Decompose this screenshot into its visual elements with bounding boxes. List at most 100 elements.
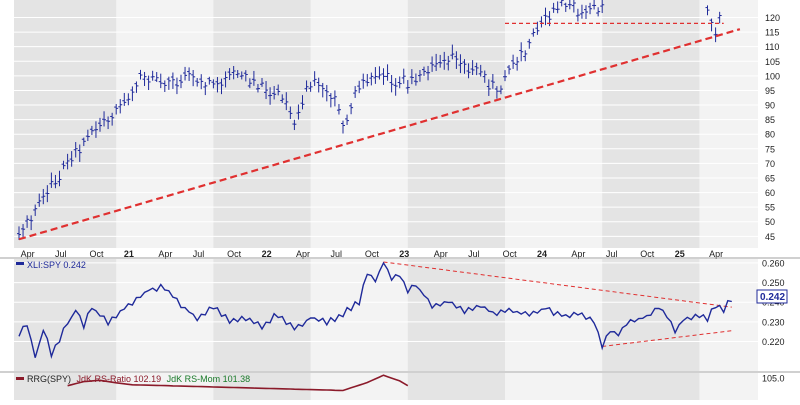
ohlc-bar	[361, 73, 366, 89]
ohlc-bar	[203, 82, 208, 96]
ohlc-bar	[81, 137, 86, 147]
ohlc-bar	[709, 18, 714, 32]
ohlc-bar	[324, 84, 329, 102]
price-y-tick-label: 55	[765, 203, 775, 213]
ohlc-bar	[288, 106, 293, 120]
price-ohlc-bars	[17, 0, 722, 240]
ohlc-bar	[264, 81, 269, 100]
ohlc-bar	[401, 68, 406, 84]
price-y-tick-label: 120	[765, 13, 780, 23]
ohlc-bar	[438, 54, 443, 68]
ohlc-bar	[243, 70, 248, 82]
year-band-1	[213, 373, 311, 400]
ohlc-bar	[405, 80, 410, 94]
year-band-0	[14, 259, 117, 371]
ohlc-bar	[320, 82, 325, 98]
ohlc-bar	[300, 95, 305, 110]
x-tick-label: Jul	[193, 249, 205, 259]
ohlc-bar	[260, 78, 264, 87]
rs-legend-swatch	[16, 262, 24, 265]
ohlc-bar	[223, 71, 228, 88]
x-tick-label: Jul	[55, 249, 67, 259]
ohlc-bar	[292, 119, 297, 131]
ohlc-bar	[596, 7, 601, 17]
rs-y-tick-label: 0.250	[762, 278, 785, 288]
x-tick-label: 22	[262, 249, 272, 259]
ohlc-bar	[466, 63, 471, 79]
ohlc-bar	[377, 66, 382, 80]
x-tick-label: Jul	[330, 249, 342, 259]
ohlc-bar	[332, 90, 337, 107]
rrg-series-line	[67, 374, 409, 392]
ohlc-bar	[567, 0, 572, 10]
ohlc-bar	[474, 62, 479, 76]
year-band-2	[407, 373, 505, 400]
ohlc-bar	[462, 59, 467, 74]
ohlc-bar	[316, 77, 321, 93]
ohlc-bar	[162, 80, 167, 93]
ohlc-bar	[276, 84, 281, 96]
ohlc-bar	[304, 80, 309, 92]
x-tick-label: 25	[675, 249, 685, 259]
ohlc-bar	[235, 70, 240, 78]
rrg-legend-mom: JdK RS-Mom 101.38	[167, 374, 251, 384]
rrg-legend: RRG(SPY) JdK RS-Ratio 102.19 JdK RS-Mom …	[27, 374, 250, 384]
year-band-3	[602, 0, 700, 248]
x-tick-label: 23	[399, 249, 409, 259]
ohlc-bar	[413, 73, 418, 86]
rs-y-tick-label: 0.230	[762, 317, 785, 327]
ohlc-bar	[373, 67, 378, 84]
ohlc-bar	[65, 153, 70, 170]
ohlc-bar	[138, 69, 143, 80]
x-tick-label: Apr	[158, 249, 172, 259]
ohlc-bar	[422, 66, 426, 76]
x-tick-label: Apr	[21, 249, 35, 259]
ohlc-bar	[434, 53, 439, 71]
ohlc-bar	[61, 160, 66, 170]
price-trendline-0	[18, 28, 741, 241]
ohlc-bar	[251, 70, 256, 86]
ohlc-bar	[503, 70, 507, 82]
ohlc-bar	[284, 92, 289, 111]
price-y-tick-label: 60	[765, 188, 775, 198]
rs-trendline-0	[383, 261, 732, 308]
ohlc-bar	[195, 78, 200, 87]
ohlc-bar	[385, 64, 390, 81]
ohlc-bar	[118, 99, 123, 114]
ohlc-bar	[29, 215, 34, 231]
ohlc-bar	[142, 71, 147, 86]
ohlc-bar	[308, 81, 313, 92]
ohlc-bar	[369, 72, 374, 86]
ohlc-bar	[470, 60, 475, 76]
ohlc-bar	[328, 93, 333, 108]
ohlc-bar	[353, 86, 358, 98]
x-tick-label: Apr	[434, 249, 448, 259]
ohlc-bar	[207, 76, 212, 85]
ohlc-bar	[527, 38, 532, 49]
ohlc-bar	[146, 75, 151, 91]
price-y-tick-label: 85	[765, 115, 775, 125]
ohlc-bar	[98, 117, 102, 132]
rs-last-value-box	[756, 289, 788, 304]
ohlc-bar	[584, 5, 588, 19]
ohlc-bar	[486, 79, 491, 96]
ohlc-bar	[89, 125, 94, 135]
ohlc-bar	[37, 193, 42, 207]
price-annotations	[18, 22, 741, 241]
ohlc-bar	[268, 87, 273, 105]
ohlc-bar	[93, 121, 98, 138]
ohlc-bar	[349, 103, 354, 115]
ohlc-bar	[174, 77, 179, 95]
ohlc-bar	[21, 224, 26, 238]
rrg-legend-swatch	[16, 377, 24, 380]
year-band-2	[407, 0, 505, 248]
ohlc-bar	[312, 71, 317, 86]
ohlc-bar	[247, 78, 252, 89]
ohlc-bar	[102, 111, 107, 127]
price-y-tick-label: 115	[765, 28, 779, 38]
price-y-tick-label: 75	[765, 144, 775, 154]
x-tick-label: Oct	[640, 249, 655, 259]
ohlc-bar	[296, 104, 301, 120]
